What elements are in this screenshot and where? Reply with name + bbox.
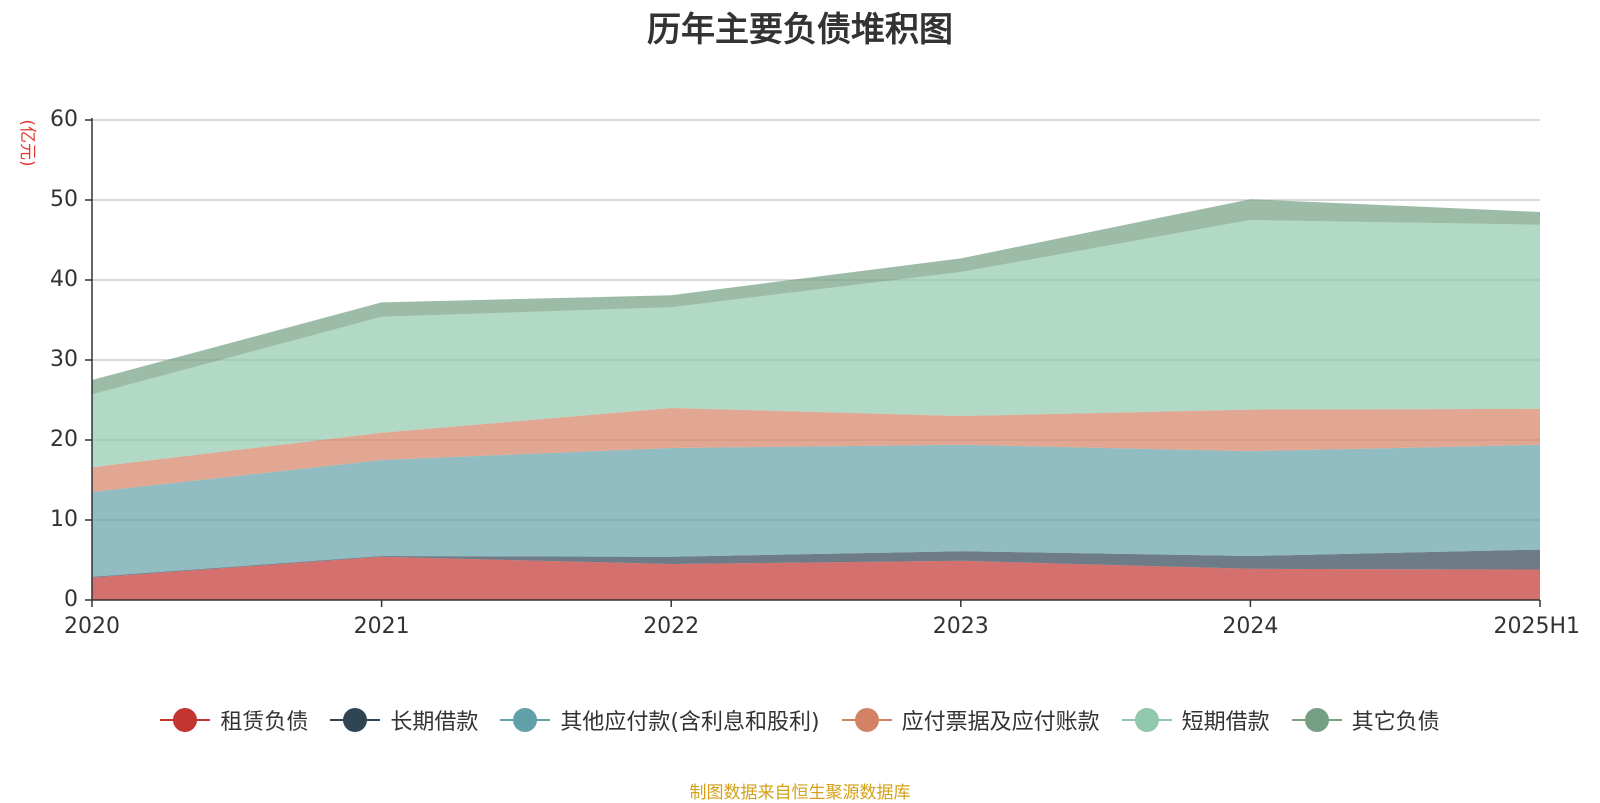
- x-tick-label: 2025H1: [1493, 614, 1580, 639]
- x-tick-label: 2021: [354, 614, 410, 639]
- legend-label: 应付票据及应付账款: [901, 710, 1100, 735]
- legend-label: 其它负债: [1351, 710, 1440, 735]
- area-series: [92, 199, 1540, 600]
- legend-swatch: [160, 708, 211, 732]
- legend-label: 长期借款: [390, 710, 479, 735]
- y-tick-label: 0: [64, 587, 78, 612]
- chart-title: 历年主要负债堆积图: [647, 10, 953, 50]
- legend-label: 短期借款: [1181, 710, 1270, 735]
- y-tick-label: 10: [50, 507, 78, 532]
- y-tick-label: 50: [50, 187, 78, 212]
- legend-item[interactable]: 其它负债: [1291, 704, 1440, 736]
- area-应付票据及应付账款: [92, 408, 1540, 492]
- legend-item[interactable]: 短期借款: [1121, 704, 1270, 736]
- axes: 0 10 20 30 40 50 60 2020 2021 2022 2023 2024 2025H1: [50, 107, 1580, 639]
- area-短期借款: [92, 220, 1540, 468]
- legend-item[interactable]: 租赁负债: [160, 704, 308, 736]
- x-tick-label: 2020: [64, 614, 120, 639]
- y-tick-label: 40: [50, 267, 78, 292]
- legend-item[interactable]: 应付票据及应付账款: [841, 704, 1100, 736]
- y-tick-label: 30: [50, 347, 78, 372]
- x-tick-label: 2023: [933, 614, 989, 639]
- area-租赁负债: [92, 556, 1540, 600]
- legend-label: 租赁负债: [220, 710, 309, 735]
- legend-swatch: [1121, 708, 1172, 732]
- area-长期借款: [92, 549, 1540, 578]
- legend: 租赁负债 长期借款 其他应付款(含利息和股利) 应付票据及应付账款 短期借款 其它负债: [0, 702, 1600, 738]
- y-tick-label: 20: [50, 427, 78, 452]
- area-其它负债: [92, 199, 1540, 395]
- area-其他应付款(含利息和股利): [92, 444, 1540, 577]
- legend-label: 其他应付款(含利息和股利): [560, 710, 820, 735]
- y-tick-label: 60: [50, 107, 78, 132]
- legend-item[interactable]: 长期借款: [330, 704, 478, 736]
- legend-item[interactable]: 其他应付款(含利息和股利): [500, 704, 820, 736]
- legend-swatch: [330, 708, 381, 732]
- legend-swatch: [841, 708, 892, 732]
- legend-swatch: [500, 708, 551, 732]
- y-axis-label: (亿元): [17, 119, 37, 166]
- x-tick-label: 2024: [1222, 614, 1278, 639]
- x-tick-label: 2022: [643, 614, 699, 639]
- source-note: 制图数据来自恒生聚源数据库: [689, 783, 911, 803]
- legend-swatch: [1291, 708, 1342, 732]
